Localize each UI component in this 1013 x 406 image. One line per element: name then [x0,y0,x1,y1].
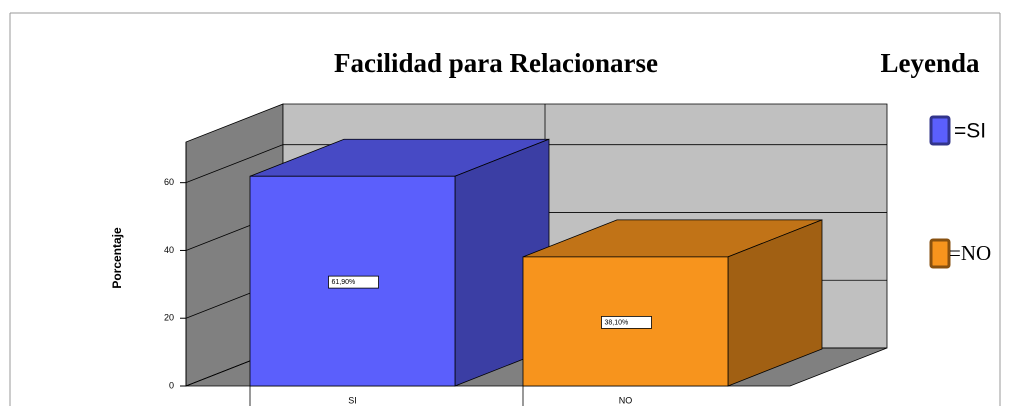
value-label: 61,90% [332,279,356,286]
y-axis-label: Porcentaje [110,227,124,289]
value-label-box [328,275,379,289]
legend-swatch [929,238,951,269]
grid-line [185,144,284,184]
value-label: 38,10% [605,319,629,326]
y-tick-label: 60 [164,177,174,187]
legend-label: =NO [949,241,991,265]
legend-swatch [929,115,951,146]
x-tick-label: SI [348,395,357,405]
x-tick-label: NO [619,395,633,405]
y-tick-label: 0 [169,380,174,390]
y-tick-label: 40 [164,245,174,255]
legend-title: Leyenda [880,48,980,78]
legend-label: =SI [954,120,986,143]
value-label-box [601,316,652,329]
y-tick-label: 20 [164,313,174,323]
chart-title: Facilidad para Relacionarse [334,48,658,78]
